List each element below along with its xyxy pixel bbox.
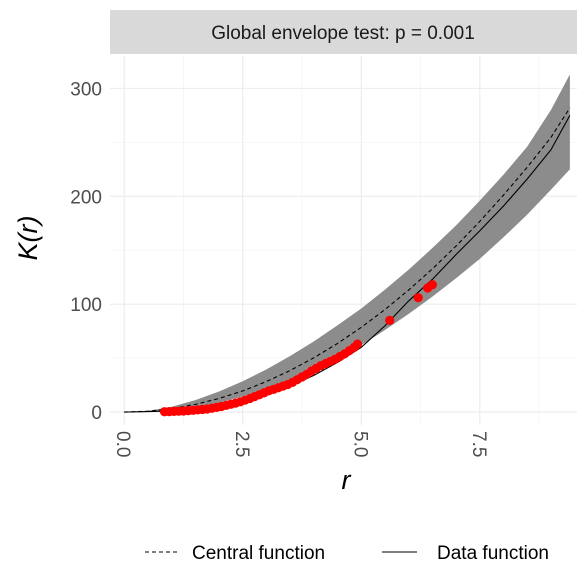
- axes-layer: 0 100 200 300 0.0 2.5 5.0 7.5: [70, 79, 489, 457]
- out-of-envelope-point: [427, 280, 437, 290]
- legend-label-central-function: Central function: [192, 543, 325, 562]
- facet-strip: [110, 10, 577, 54]
- chart-title: Global envelope test: p = 0.001: [211, 23, 475, 44]
- points-layer: [159, 280, 437, 417]
- out-of-envelope-point: [352, 339, 363, 349]
- y-tick-label: 200: [70, 187, 102, 208]
- y-axis-title: K(r): [13, 216, 43, 261]
- out-of-envelope-point: [385, 315, 395, 325]
- out-of-envelope-point: [413, 293, 423, 303]
- y-tick-label: 300: [70, 79, 102, 100]
- x-tick-label: 5.0: [349, 431, 370, 457]
- y-tick-label: 0: [91, 403, 102, 424]
- envelope-band: [124, 74, 570, 413]
- x-tick-label: 7.5: [468, 431, 489, 457]
- legend-label-data-function: Data function: [437, 543, 549, 562]
- series-line-central-function: [124, 107, 571, 413]
- envelope-layer: [124, 74, 570, 413]
- x-tick-label: 2.5: [231, 431, 252, 457]
- legend: Central function Data function: [145, 543, 549, 562]
- x-axis-title: r: [342, 465, 352, 495]
- x-tick-label: 0.0: [112, 431, 133, 457]
- y-tick-label: 100: [70, 295, 102, 316]
